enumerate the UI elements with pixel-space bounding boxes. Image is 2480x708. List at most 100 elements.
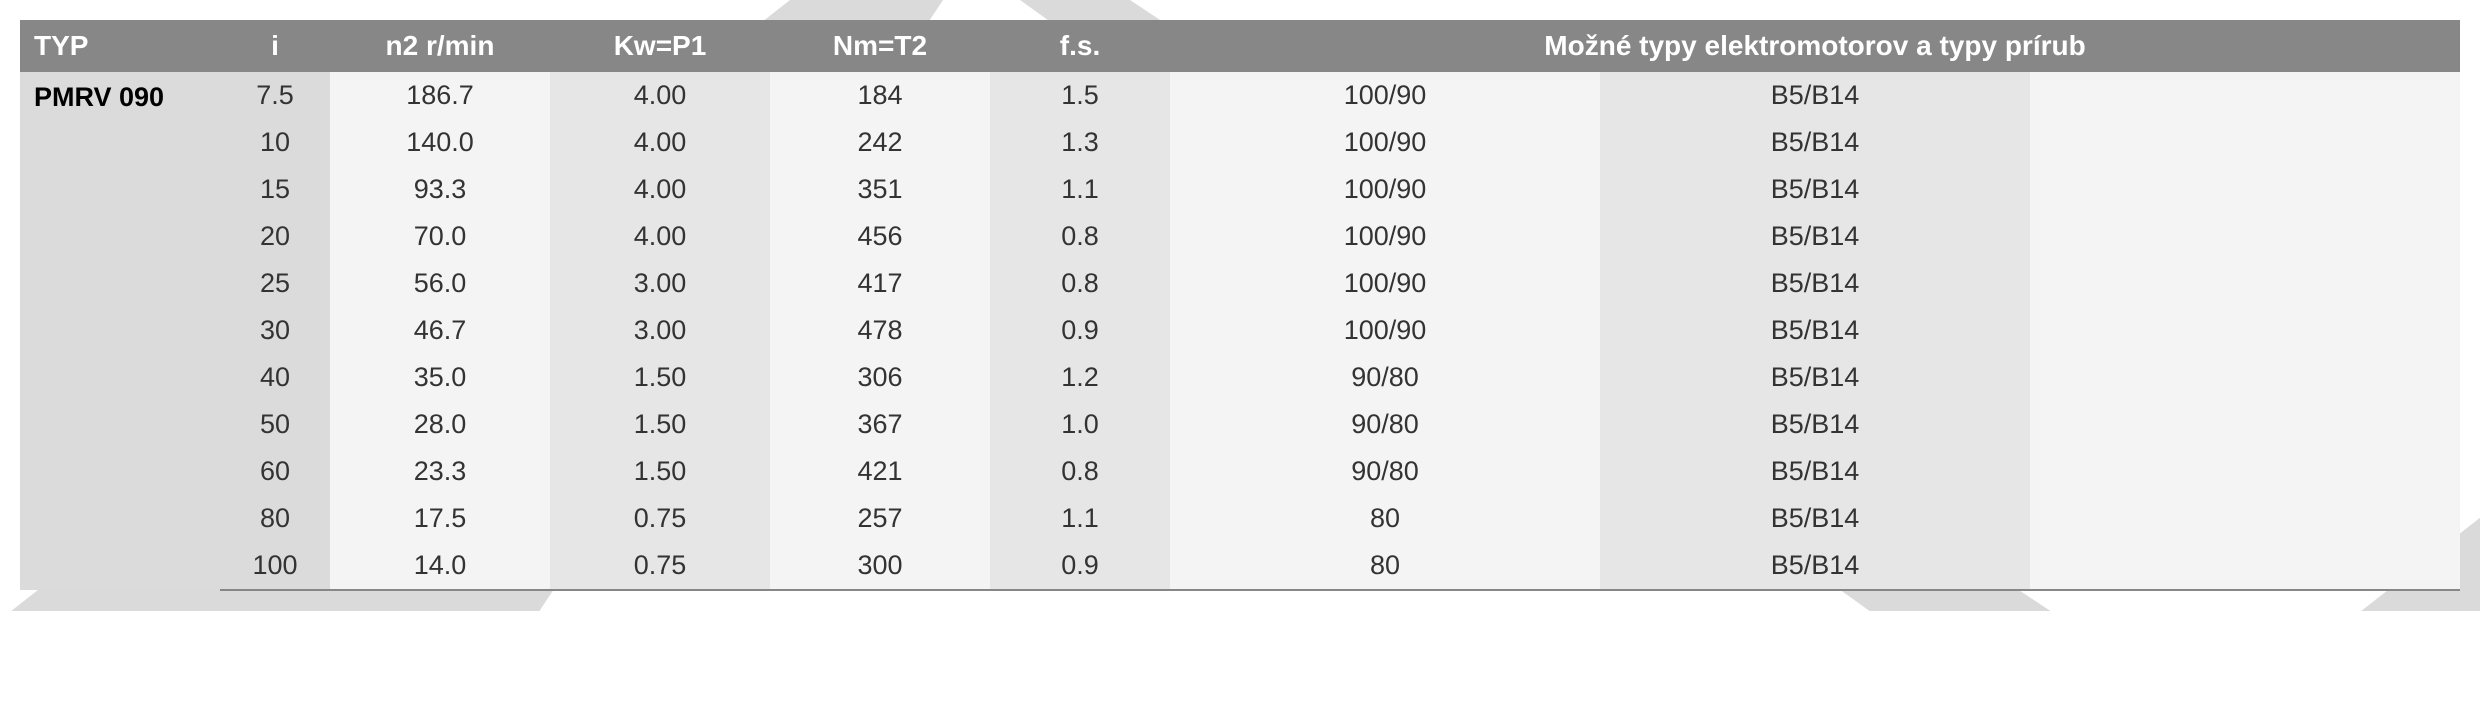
cell-motor-size: 90/80: [1170, 401, 1600, 448]
cell-motor-size: 90/80: [1170, 354, 1600, 401]
cell-kw: 1.50: [550, 401, 770, 448]
cell-pad: [2030, 119, 2460, 166]
cell-motor-size: 80: [1170, 542, 1600, 590]
table-row: 3046.73.004780.9100/90B5/B14: [20, 307, 2460, 354]
col-header-typ: TYP: [20, 20, 220, 72]
table-row: PMRV 0907.5186.74.001841.5100/90B5/B14: [20, 72, 2460, 119]
cell-pad: [2030, 260, 2460, 307]
cell-motor-size: 100/90: [1170, 260, 1600, 307]
cell-n2: 70.0: [330, 213, 550, 260]
table-row: 10014.00.753000.980B5/B14: [20, 542, 2460, 590]
col-header-n2: n2 r/min: [330, 20, 550, 72]
cell-nm: 351: [770, 166, 990, 213]
cell-i: 80: [220, 495, 330, 542]
table-row: 8017.50.752571.180B5/B14: [20, 495, 2460, 542]
table-row: 2070.04.004560.8100/90B5/B14: [20, 213, 2460, 260]
cell-pad: [2030, 401, 2460, 448]
cell-pad: [2030, 307, 2460, 354]
table-row: 4035.01.503061.290/80B5/B14: [20, 354, 2460, 401]
table-row: 5028.01.503671.090/80B5/B14: [20, 401, 2460, 448]
cell-n2: 23.3: [330, 448, 550, 495]
cell-motor-size: 100/90: [1170, 119, 1600, 166]
cell-pad: [2030, 448, 2460, 495]
cell-nm: 306: [770, 354, 990, 401]
cell-kw: 3.00: [550, 260, 770, 307]
cell-fs: 0.8: [990, 448, 1170, 495]
cell-pad: [2030, 166, 2460, 213]
cell-nm: 456: [770, 213, 990, 260]
cell-motor-size: 90/80: [1170, 448, 1600, 495]
cell-fs: 1.1: [990, 495, 1170, 542]
cell-i: 50: [220, 401, 330, 448]
cell-fs: 0.9: [990, 542, 1170, 590]
cell-kw: 0.75: [550, 495, 770, 542]
cell-pad: [2030, 495, 2460, 542]
table-body: PMRV 0907.5186.74.001841.5100/90B5/B14 1…: [20, 72, 2460, 590]
cell-i: 7.5: [220, 72, 330, 119]
cell-flange: B5/B14: [1600, 213, 2030, 260]
cell-flange: B5/B14: [1600, 448, 2030, 495]
cell-n2: 186.7: [330, 72, 550, 119]
cell-n2: 46.7: [330, 307, 550, 354]
col-header-fs: f.s.: [990, 20, 1170, 72]
col-header-nm: Nm=T2: [770, 20, 990, 72]
cell-fs: 1.3: [990, 119, 1170, 166]
cell-flange: B5/B14: [1600, 166, 2030, 213]
cell-pad: [2030, 354, 2460, 401]
col-header-i: i: [220, 20, 330, 72]
table-header: TYP i n2 r/min Kw=P1 Nm=T2 f.s. Možné ty…: [20, 20, 2460, 72]
cell-i: 20: [220, 213, 330, 260]
cell-pad: [2030, 542, 2460, 590]
cell-motor-size: 100/90: [1170, 307, 1600, 354]
cell-n2: 14.0: [330, 542, 550, 590]
cell-motor-size: 100/90: [1170, 213, 1600, 260]
cell-i: 15: [220, 166, 330, 213]
cell-flange: B5/B14: [1600, 401, 2030, 448]
cell-pad: [2030, 72, 2460, 119]
cell-n2: 140.0: [330, 119, 550, 166]
table-row: 6023.31.504210.890/80B5/B14: [20, 448, 2460, 495]
cell-kw: 4.00: [550, 119, 770, 166]
cell-n2: 35.0: [330, 354, 550, 401]
cell-flange: B5/B14: [1600, 542, 2030, 590]
cell-fs: 1.5: [990, 72, 1170, 119]
cell-nm: 184: [770, 72, 990, 119]
cell-fs: 1.0: [990, 401, 1170, 448]
cell-kw: 1.50: [550, 448, 770, 495]
col-header-motor: Možné typy elektromotorov a typy prírub: [1170, 20, 2460, 72]
cell-i: 100: [220, 542, 330, 590]
cell-flange: B5/B14: [1600, 119, 2030, 166]
cell-flange: B5/B14: [1600, 72, 2030, 119]
cell-i: 40: [220, 354, 330, 401]
cell-nm: 257: [770, 495, 990, 542]
cell-kw: 4.00: [550, 72, 770, 119]
cell-fs: 0.8: [990, 260, 1170, 307]
cell-fs: 1.1: [990, 166, 1170, 213]
cell-flange: B5/B14: [1600, 260, 2030, 307]
table-row: 10140.04.002421.3100/90B5/B14: [20, 119, 2460, 166]
cell-i: 30: [220, 307, 330, 354]
cell-i: 10: [220, 119, 330, 166]
cell-nm: 421: [770, 448, 990, 495]
cell-nm: 478: [770, 307, 990, 354]
typ-cell: PMRV 090: [20, 72, 220, 590]
cell-nm: 367: [770, 401, 990, 448]
table-row: 2556.03.004170.8100/90B5/B14: [20, 260, 2460, 307]
cell-i: 60: [220, 448, 330, 495]
spec-table: TYP i n2 r/min Kw=P1 Nm=T2 f.s. Možné ty…: [20, 20, 2460, 591]
cell-n2: 28.0: [330, 401, 550, 448]
cell-nm: 417: [770, 260, 990, 307]
col-header-kw: Kw=P1: [550, 20, 770, 72]
spec-table-container: TYP i n2 r/min Kw=P1 Nm=T2 f.s. Možné ty…: [20, 20, 2460, 591]
cell-n2: 93.3: [330, 166, 550, 213]
cell-n2: 17.5: [330, 495, 550, 542]
cell-fs: 0.9: [990, 307, 1170, 354]
cell-kw: 0.75: [550, 542, 770, 590]
cell-nm: 300: [770, 542, 990, 590]
cell-motor-size: 100/90: [1170, 166, 1600, 213]
cell-fs: 0.8: [990, 213, 1170, 260]
cell-motor-size: 100/90: [1170, 72, 1600, 119]
cell-flange: B5/B14: [1600, 354, 2030, 401]
cell-kw: 4.00: [550, 166, 770, 213]
cell-i: 25: [220, 260, 330, 307]
